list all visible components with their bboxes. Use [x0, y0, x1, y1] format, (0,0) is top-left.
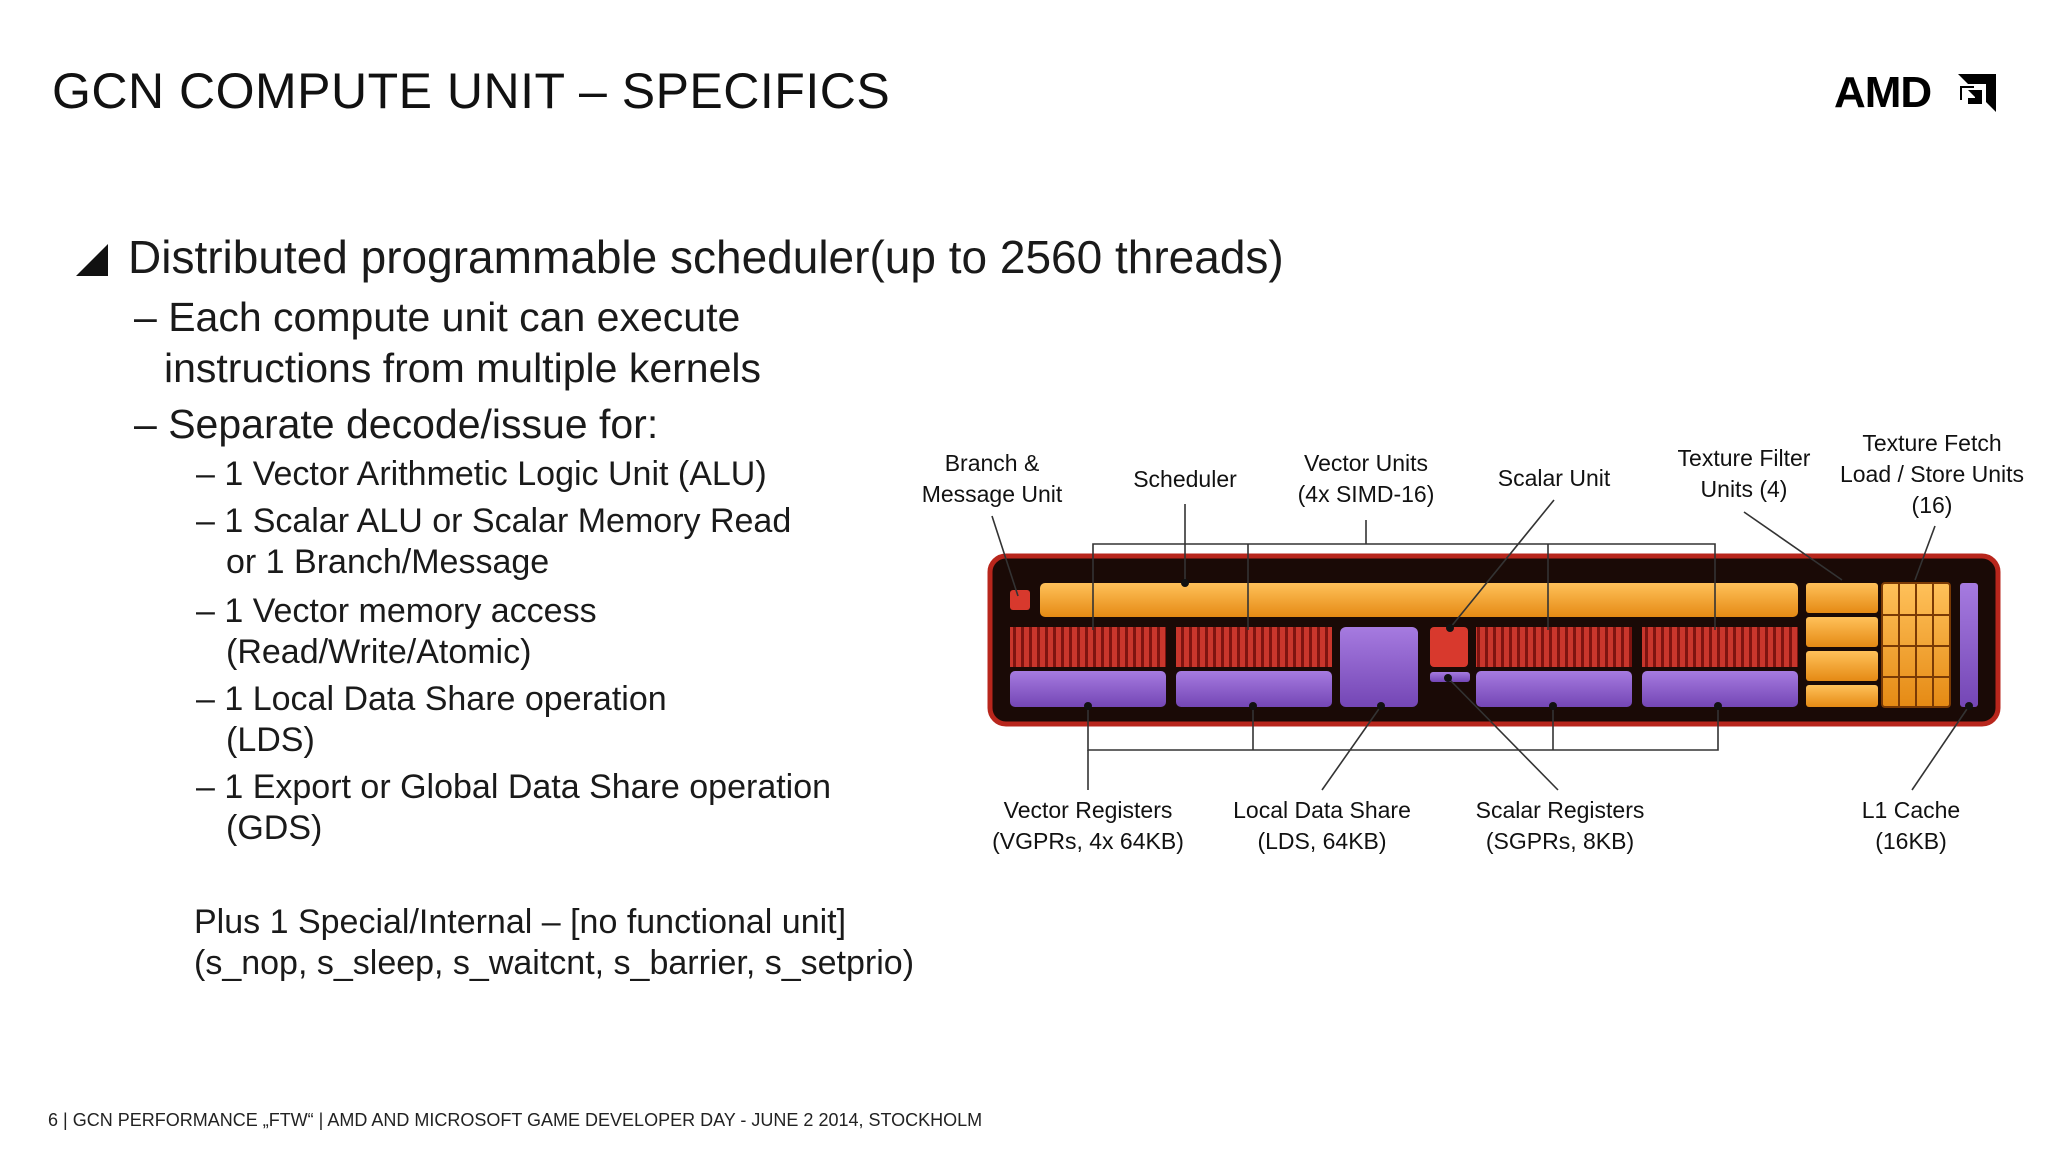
amd-arrow-icon: [1958, 74, 1996, 112]
branch-unit-block: [1010, 590, 1030, 610]
tex-filter-0: [1806, 583, 1878, 613]
lds-block: [1340, 627, 1418, 707]
simd-0: [1010, 627, 1166, 667]
item-vmem-2: (Read/Write/Atomic): [226, 633, 532, 671]
label-vector-units: Vector Units (4x SIMD-16): [1298, 448, 1435, 510]
vgpr-0: [1010, 671, 1166, 707]
slide-title: GCN COMPUTE UNIT – SPECIFICS: [52, 63, 891, 119]
slide-footer: 6 | GCN PERFORMANCE „FTW“ | AMD AND MICR…: [48, 1110, 983, 1130]
label-l1-cache: L1 Cache (16KB): [1862, 795, 1960, 857]
label-sgpr-line1: Scalar Registers: [1475, 797, 1645, 823]
label-l1-line1: L1 Cache: [1861, 797, 1961, 823]
bullet-triangle-icon: [76, 244, 108, 276]
vgpr-1: [1176, 671, 1332, 707]
label-tex-fetch-line2: Load / Store Units: [1839, 461, 2025, 487]
label-branch-line2: Message Unit: [921, 481, 1063, 507]
sub-bullet-kernels-1: – Each compute unit can execute: [134, 294, 741, 340]
item-salu-1: – 1 Scalar ALU or Scalar Memory Read: [196, 502, 792, 540]
label-vgpr-line2: (VGPRs, 4x 64KB): [992, 828, 1184, 854]
label-vector-line2: (4x SIMD-16): [1297, 481, 1435, 507]
tex-filter-2: [1806, 651, 1878, 681]
label-tex-fetch-line3: (16): [1911, 492, 1953, 518]
label-lds-line2: (LDS, 64KB): [1257, 828, 1387, 854]
label-texture-filter: Texture Filter Units (4): [1678, 443, 1811, 505]
simd-2: [1476, 627, 1632, 667]
label-scheduler: Scheduler: [1133, 466, 1237, 492]
item-gds-2: (GDS): [226, 809, 323, 847]
scalar-unit-block: [1430, 627, 1468, 667]
label-vector-line1: Vector Units: [1304, 450, 1428, 476]
label-tex-filter-line2: Units (4): [1700, 476, 1788, 502]
label-tex-filter-line1: Texture Filter: [1677, 445, 1811, 471]
label-branch-line1: Branch &: [944, 450, 1040, 476]
callout-dots: [1084, 579, 1973, 710]
plus-special-2: (s_nop, s_sleep, s_waitcnt, s_barrier, s…: [194, 944, 915, 982]
item-vmem-1: – 1 Vector memory access: [196, 592, 597, 630]
label-texture-fetch: Texture Fetch Load / Store Units (16): [1840, 428, 2024, 521]
simd-3: [1642, 627, 1798, 667]
tex-filter-3: [1806, 685, 1878, 707]
scheduler-bar: [1040, 583, 1798, 617]
vgpr-2: [1476, 671, 1632, 707]
label-scalar-unit: Scalar Unit: [1497, 465, 1611, 491]
item-gds-1: – 1 Export or Global Data Share operatio…: [196, 768, 832, 806]
sub-bullet-decode: – Separate decode/issue for:: [134, 401, 659, 447]
item-lds-1: – 1 Local Data Share operation: [196, 680, 667, 718]
item-valu: – 1 Vector Arithmetic Logic Unit (ALU): [196, 455, 767, 493]
label-local-data-share: Local Data Share (LDS, 64KB): [1233, 795, 1411, 857]
label-lds-line1: Local Data Share: [1233, 797, 1411, 823]
label-vgpr-line1: Vector Registers: [1003, 797, 1173, 823]
bullet-scheduler: Distributed programmable scheduler(up to…: [128, 231, 1284, 283]
tex-fetch-grid: [1881, 582, 1951, 708]
plus-special-1: Plus 1 Special/Internal – [no functional…: [194, 903, 847, 941]
label-vector-registers: Vector Registers (VGPRs, 4x 64KB): [992, 795, 1184, 857]
label-sgpr-line2: (SGPRs, 8KB): [1485, 828, 1635, 854]
item-lds-2: (LDS): [226, 721, 315, 759]
label-scalar-registers: Scalar Registers (SGPRs, 8KB): [1476, 795, 1645, 857]
simd-1: [1176, 627, 1332, 667]
l1-cache-block: [1960, 583, 1978, 707]
label-branch-message: Branch & Message Unit: [922, 448, 1063, 510]
amd-logo-text: AMD: [1834, 68, 1932, 117]
vgpr-3: [1642, 671, 1798, 707]
label-l1-line2: (16KB): [1875, 828, 1947, 854]
callout-lines: [991, 499, 1970, 791]
tex-filter-1: [1806, 617, 1878, 647]
amd-logo: AMD: [1834, 68, 1996, 117]
label-tex-fetch-line1: Texture Fetch: [1862, 430, 2002, 456]
item-salu-2: or 1 Branch/Message: [226, 543, 550, 581]
sub-bullet-kernels-2: instructions from multiple kernels: [164, 345, 761, 391]
